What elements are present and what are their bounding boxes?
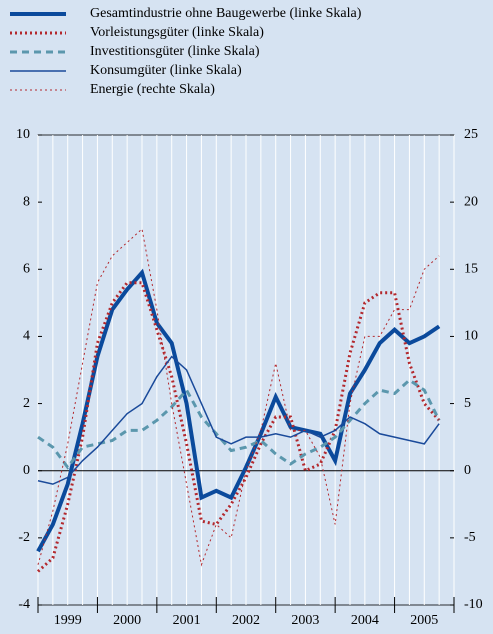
series-line <box>36 281 441 573</box>
series-line <box>37 355 440 485</box>
x-tick-label: 2004 <box>351 613 379 628</box>
legend-label: Investitionsgüter (linke Skala) <box>90 44 260 59</box>
legend-label: Gesamtindustrie ohne Baugewerbe (linke S… <box>90 6 362 21</box>
legend-label: Konsumgüter (linke Skala) <box>90 63 242 78</box>
y-tick-label: 10 <box>16 127 30 142</box>
y2-tick-label: 10 <box>464 329 478 344</box>
y-tick-label: 8 <box>23 194 30 209</box>
y2-tick-label: 0 <box>464 463 471 478</box>
y-tick-label: 6 <box>23 262 30 277</box>
y2-tick-label: 5 <box>464 396 471 411</box>
series-line <box>37 378 441 470</box>
y-tick-label: -2 <box>18 530 30 545</box>
series-line <box>36 268 441 553</box>
y-tick-label: 2 <box>23 396 30 411</box>
x-tick-label: 2005 <box>410 613 438 628</box>
x-tick-label: 2001 <box>173 613 201 628</box>
y2-tick-label: 25 <box>464 127 478 142</box>
y-tick-label: 0 <box>23 463 30 478</box>
y2-tick-label: -5 <box>464 530 476 545</box>
y2-tick-label: -10 <box>464 597 483 612</box>
legend-label: Vorleistungsgüter (linke Skala) <box>90 25 264 40</box>
x-tick-label: 2003 <box>291 613 319 628</box>
legend-label: Energie (rechte Skala) <box>90 82 215 97</box>
y2-tick-label: 20 <box>464 194 478 209</box>
x-tick-label: 2002 <box>232 613 260 628</box>
y-tick-label: 4 <box>23 329 30 344</box>
x-tick-label: 2000 <box>113 613 141 628</box>
y-tick-label: -4 <box>18 597 30 612</box>
x-tick-label: 1999 <box>54 613 82 628</box>
y2-tick-label: 15 <box>464 262 478 277</box>
